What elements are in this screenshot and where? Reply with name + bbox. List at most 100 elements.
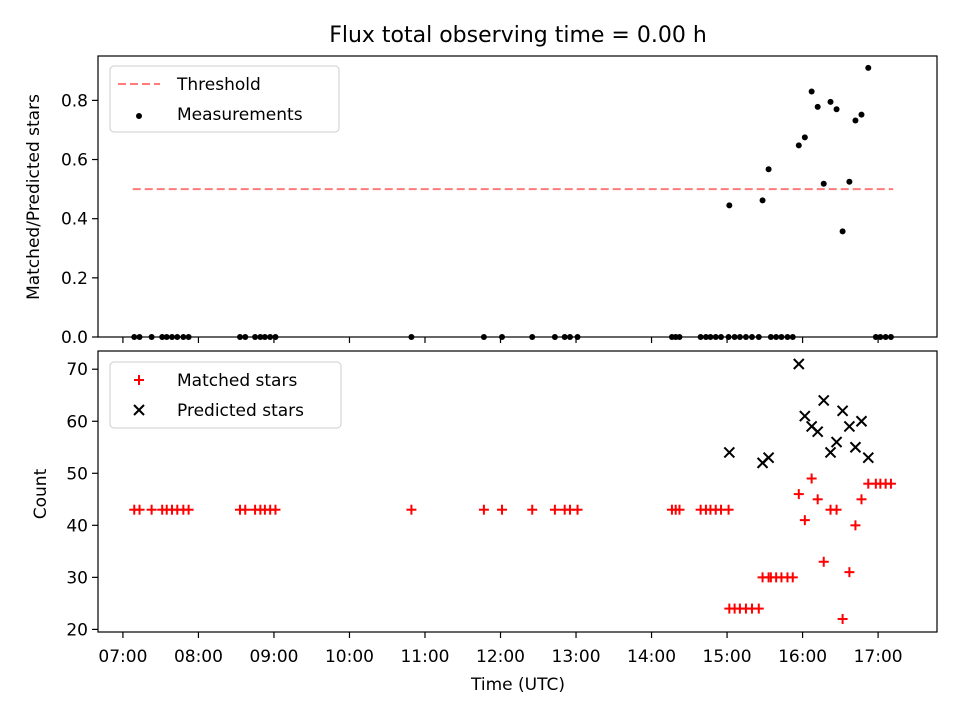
matched-star-point — [572, 504, 583, 515]
matched-star-point — [885, 478, 896, 489]
count-y-label: Count — [31, 468, 51, 519]
matched-stars-points — [129, 473, 896, 624]
matched-star-point — [183, 504, 194, 515]
predicted-stars-points — [723, 358, 874, 469]
count-panel-frame — [97, 350, 938, 633]
y-tick-label: 0.6 — [61, 151, 88, 171]
predicted-star-point — [799, 410, 811, 422]
measurement-point — [820, 180, 827, 187]
x-tick-label: 12:00 — [476, 647, 525, 667]
matched-star-point — [240, 504, 251, 515]
predicted-star-point — [836, 405, 849, 417]
predicted-star-point — [862, 451, 874, 464]
predicted-star-point — [818, 394, 830, 407]
measurement-point — [814, 103, 821, 110]
x-tick-label: 11:00 — [400, 647, 449, 667]
legend-matched-swatch — [134, 375, 144, 385]
matched-star-point — [844, 567, 855, 578]
count-y-axis: 20 30 40 50 60 70 — [66, 360, 98, 640]
ratio-y-label: Matched/Predicted stars — [24, 94, 44, 300]
y-tick-label: 20 — [66, 620, 88, 640]
matched-star-point — [674, 504, 685, 515]
x-tick-label: 10:00 — [325, 647, 374, 667]
matched-star-point — [856, 494, 867, 505]
legend-predicted-swatch — [133, 404, 145, 416]
ratio-panel: Flux total observing time = 0.00 h 0.0 0.… — [24, 23, 938, 348]
predicted-star-point — [855, 415, 868, 427]
predicted-star-point — [824, 446, 837, 459]
predicted-star-point — [793, 358, 805, 370]
chart-title: Flux total observing time = 0.00 h — [329, 23, 707, 48]
x-tick-label: 17:00 — [854, 647, 903, 667]
ratio-legend: Threshold Measurements — [109, 65, 340, 133]
matched-star-point — [478, 504, 489, 515]
matched-star-point — [812, 494, 823, 505]
measurement-point — [839, 228, 846, 235]
ratio-x-ticks — [122, 337, 879, 343]
predicted-star-point — [843, 420, 856, 433]
matched-star-point — [406, 504, 417, 515]
ratio-panel-frame — [97, 55, 938, 338]
measurement-point — [765, 166, 772, 173]
legend-plus-marker — [134, 375, 144, 385]
measurement-point — [846, 178, 853, 185]
y-tick-label: 0.2 — [61, 269, 88, 289]
matched-star-point — [806, 473, 817, 484]
measurement-point — [795, 142, 802, 149]
count-legend: Matched stars Predicted stars — [109, 361, 342, 429]
matched-star-point — [837, 613, 848, 624]
predicted-star-point — [811, 425, 824, 438]
matched-star-point — [146, 504, 157, 515]
y-tick-label: 40 — [66, 516, 88, 536]
measurement-point — [759, 197, 766, 204]
y-tick-label: 0.0 — [61, 328, 88, 348]
matched-star-point — [527, 504, 538, 515]
x-tick-label: 14:00 — [627, 647, 676, 667]
matched-star-point — [850, 520, 861, 531]
measurement-point — [865, 64, 872, 71]
time-x-label: Time (UTC) — [470, 675, 565, 695]
matched-star-point — [831, 504, 842, 515]
predicted-star-point — [762, 451, 775, 464]
matched-star-point — [134, 504, 145, 515]
matched-star-point — [497, 504, 508, 515]
y-tick-label: 60 — [66, 412, 88, 432]
y-tick-label: 0.4 — [61, 210, 88, 230]
legend-predicted-label: Predicted stars — [177, 401, 304, 421]
predicted-star-point — [849, 441, 862, 453]
y-tick-label: 50 — [66, 464, 88, 484]
time-x-axis: 07:00 08:00 09:00 10:00 11:00 12:00 13:00 14:00… — [98, 632, 903, 667]
x-tick-label: 15:00 — [703, 647, 752, 667]
matched-star-point — [549, 504, 560, 515]
matched-star-point — [818, 556, 829, 567]
x-tick-label: 16:00 — [778, 647, 827, 667]
measurement-points — [131, 64, 894, 340]
measurement-point — [833, 106, 840, 113]
x-tick-label: 07:00 — [98, 647, 147, 667]
matched-star-point — [753, 603, 764, 614]
matched-star-point — [270, 504, 281, 515]
legend-x-marker — [133, 404, 145, 416]
measurement-point — [852, 117, 859, 124]
y-tick-label: 70 — [66, 360, 88, 380]
y-tick-label: 30 — [66, 568, 88, 588]
measurement-point — [827, 98, 834, 105]
matched-star-point — [799, 515, 810, 526]
x-tick-label: 13:00 — [552, 647, 601, 667]
x-tick-label: 08:00 — [174, 647, 223, 667]
legend-measurements-swatch — [136, 113, 142, 119]
ratio-y-axis: 0.0 0.2 0.4 0.6 0.8 — [61, 91, 98, 348]
legend-measurements-label: Measurements — [177, 105, 303, 125]
legend-matched-label: Matched stars — [177, 371, 297, 391]
count-panel: 20 30 40 50 60 70 07:00 08:00 09:00 10:00 11:00 12… — [31, 350, 938, 695]
matched-star-point — [723, 504, 734, 515]
predicted-star-point — [830, 436, 843, 448]
measurement-point — [801, 134, 808, 141]
matched-star-point — [787, 572, 798, 583]
measurement-point — [726, 202, 733, 209]
predicted-star-point — [723, 446, 736, 459]
matched-star-point — [793, 489, 804, 500]
measurement-point — [858, 111, 865, 118]
measurement-point — [808, 88, 815, 95]
